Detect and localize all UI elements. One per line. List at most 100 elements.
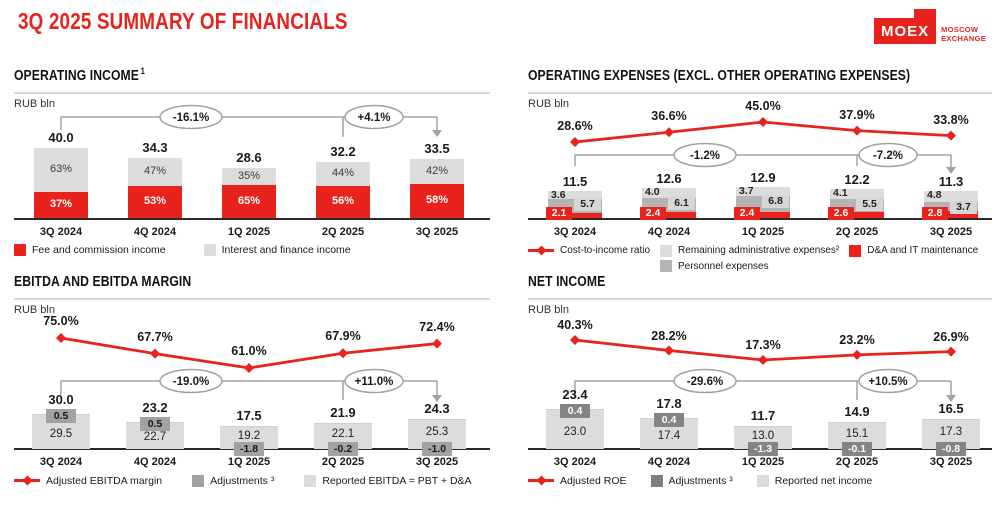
title-divider <box>528 92 992 94</box>
yoy-change-oval <box>159 368 223 394</box>
line-value-label: 33.8% <box>933 112 969 127</box>
legend-square-swatch <box>660 260 672 272</box>
category-label: 4Q 2024 <box>647 226 691 238</box>
reported-value-label: 19.2 <box>237 429 261 442</box>
admin-value-label: 4.8 <box>927 188 942 201</box>
personnel-value-label: 3.7 <box>950 201 977 215</box>
category-axis: 3Q 2024 4Q 2024 1Q 2025 2Q 2025 3Q 2025 <box>528 450 992 470</box>
page-title: 3Q 2025 SUMMARY OF FINANCIALS <box>18 8 348 34</box>
total-label: 11.5 <box>562 173 588 189</box>
category-label: 3Q 2025 <box>929 226 973 238</box>
line-marker <box>56 332 66 343</box>
category-label: 1Q 2025 <box>227 456 271 468</box>
moex-logo-tab <box>914 9 937 18</box>
bar-segment-interest <box>222 167 276 186</box>
category-axis: 3Q 2024 4Q 2024 1Q 2025 2Q 2025 3Q 2025 <box>14 450 490 470</box>
moex-logo-words: MOSCOW EXCHANGE <box>941 25 986 44</box>
total-label: 30.0 <box>48 392 74 408</box>
line-value-label: 26.9% <box>933 329 969 344</box>
bar-segment-interest <box>410 159 464 184</box>
adjustment-badge: 0.4 <box>654 413 684 428</box>
panel-title: EBITDA AND EBITDA MARGIN <box>14 272 414 290</box>
moex-logo: MOEX MOSCOW EXCHANGE <box>874 9 986 44</box>
line-marker <box>852 125 862 136</box>
panel-operating-income: OPERATING INCOME 1 RUB bln -16.1% +4.1% 63%… <box>14 64 490 256</box>
adjustment-badge: 0.5 <box>46 409 76 424</box>
total-label: 23.2 <box>142 399 168 415</box>
category-axis: 3Q 2024 4Q 2024 1Q 2025 2Q 2025 3Q 2025 <box>528 220 992 240</box>
arrow-head <box>946 167 956 174</box>
total-label: 17.8 <box>656 396 682 412</box>
line-value-label: 37.9% <box>839 107 875 122</box>
total-label: 23.4 <box>562 386 588 402</box>
category-label: 1Q 2025 <box>741 226 785 238</box>
legend-label: Adjustments ³ <box>668 474 733 487</box>
admin-value-label: 4.0 <box>645 186 660 198</box>
adjustment-badge: -1.8 <box>234 442 264 456</box>
arrow-head <box>432 395 442 402</box>
interest-share-label: 35% <box>237 169 261 182</box>
reported-value-label: 15.1 <box>845 428 869 441</box>
reported-value-label: 22.7 <box>143 431 167 444</box>
title-divider <box>528 298 992 300</box>
moex-logo-word-1: MOSCOW <box>941 25 979 34</box>
legend-item: D&A and IT maintenance <box>849 244 978 257</box>
legend-row: Adjusted ROE Adjustments ³ Reported net in… <box>528 474 992 487</box>
panel-title: OPERATING EXPENSES (EXCL. OTHER OPERATIN… <box>528 66 918 84</box>
admin-value-label: 3.6 <box>551 188 566 201</box>
bracket-line <box>60 380 437 395</box>
bar-segment-interest <box>128 157 182 187</box>
category-axis: 3Q 2024 4Q 2024 1Q 2025 2Q 2025 3Q 2025 <box>14 220 490 240</box>
line-value-label: 23.2% <box>839 332 875 347</box>
panel-ebitda: EBITDA AND EBITDA MARGIN RUB bln -19.0% +… <box>14 270 490 487</box>
legend-label: Adjustments ³ <box>210 474 275 487</box>
unit-label: RUB bln <box>528 98 569 110</box>
adjustment-badge: -1.0 <box>422 442 452 456</box>
legend-label: Fee and commission income <box>32 244 166 256</box>
category-label: 3Q 2025 <box>415 226 459 238</box>
yoy-change-oval <box>673 368 737 394</box>
personnel-value-label: 5.7 <box>574 198 601 212</box>
legend-label: Reported EBITDA = PBT + D&A <box>322 474 472 487</box>
fee-share-label: 37% <box>49 198 73 211</box>
category-label: 2Q 2025 <box>835 226 879 238</box>
unit-label: RUB bln <box>528 304 569 316</box>
reported-value-label: 29.5 <box>49 427 73 440</box>
legend-item: Remaining administrative expenses² <box>660 244 839 257</box>
panel-title-text: OPERATING EXPENSES (EXCL. OTHER OPERATIN… <box>528 67 911 84</box>
chart-area: RUB bln -29.6% +10.5% 40.3% 28.2% 17.3% 23.2%… <box>528 302 992 456</box>
legend-square-swatch <box>14 244 26 256</box>
bracket-line <box>574 380 951 395</box>
moex-logo-box: MOEX <box>874 18 937 44</box>
bar-segment-admin <box>548 190 602 200</box>
legend-item: Interest and finance income <box>203 244 351 256</box>
category-label: 2Q 2025 <box>835 456 879 468</box>
interest-share-label: 42% <box>425 164 449 177</box>
qoq-change-oval-label: -7.2% <box>873 150 903 162</box>
da-value-label: 2.1 <box>546 207 572 220</box>
legend-line-swatch <box>14 474 40 487</box>
line-value-label: 61.0% <box>231 344 267 358</box>
line-value-label: 67.9% <box>325 329 361 344</box>
da-value-label: 2.8 <box>922 207 948 220</box>
legend-item: Adjustments ³ <box>650 474 733 487</box>
legend-item: Reported net income <box>756 474 873 487</box>
bracket-line <box>60 116 437 130</box>
bar-segment-interest <box>34 148 88 193</box>
legend-square-swatch <box>203 244 216 256</box>
moex-logo-mark: MOEX <box>874 9 937 44</box>
panel-net-income: NET INCOME RUB bln -29.6% +10.5% 40.3% 28.2… <box>528 270 992 487</box>
adjustment-badge: 0.5 <box>140 416 170 431</box>
yoy-change-oval-label: -29.6% <box>687 376 723 388</box>
category-label: 2Q 2025 <box>321 226 365 238</box>
line-value-label: 28.2% <box>651 328 687 343</box>
legend-line-swatch <box>528 244 554 257</box>
legend-row: Cost-to-income ratio Remaining administra… <box>528 244 992 257</box>
legend-row: Personnel expenses <box>660 260 992 272</box>
category-label: 1Q 2025 <box>741 456 785 468</box>
da-value-label: 2.4 <box>640 207 666 220</box>
legend-label: Reported net income <box>774 474 873 487</box>
arrow-head <box>946 395 956 402</box>
bracket-line <box>574 154 951 166</box>
legend-label: Adjusted EBITDA margin <box>46 474 163 487</box>
